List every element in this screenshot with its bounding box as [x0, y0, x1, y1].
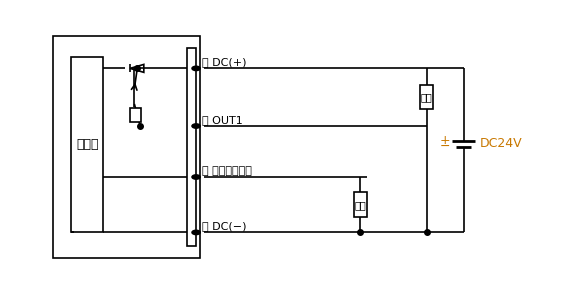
Text: 負荷: 負荷 [421, 92, 433, 102]
Circle shape [192, 66, 200, 70]
Text: 黒 OUT1: 黒 OUT1 [202, 115, 243, 124]
Text: 負荷: 負荷 [354, 200, 366, 210]
Text: DC24V: DC24V [480, 137, 522, 150]
Bar [354, 193, 367, 217]
Text: +: + [440, 134, 450, 147]
Text: 白 アナログ出力: 白 アナログ出力 [202, 166, 252, 176]
Text: 主回路: 主回路 [76, 138, 99, 151]
Text: −: − [440, 140, 450, 153]
Circle shape [192, 175, 200, 179]
Bar [420, 85, 433, 110]
Text: 茶 DC(+): 茶 DC(+) [202, 57, 247, 67]
Bar [187, 48, 196, 246]
Circle shape [192, 230, 200, 235]
Circle shape [192, 124, 200, 128]
Text: 青 DC(−): 青 DC(−) [202, 221, 247, 231]
Bar [131, 108, 141, 122]
Bar [71, 57, 103, 232]
Bar [53, 36, 199, 258]
